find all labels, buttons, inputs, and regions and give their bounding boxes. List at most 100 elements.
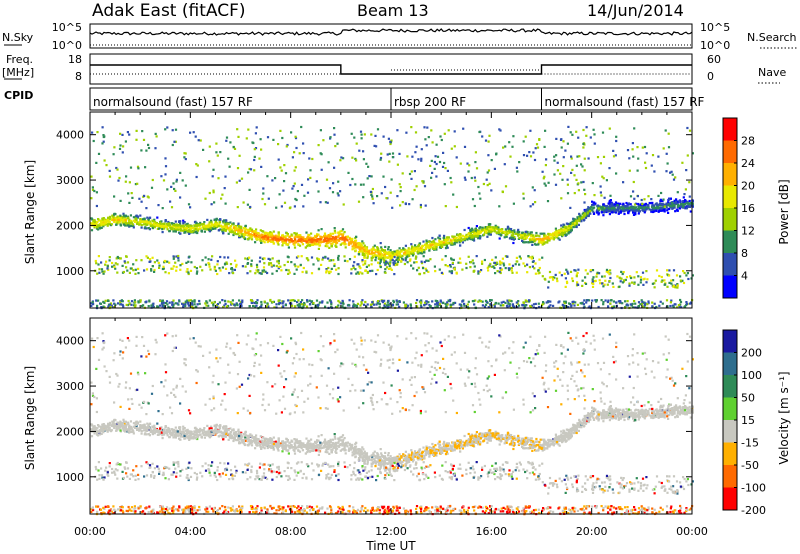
power-scatter-point: [378, 253, 381, 256]
power-scatter-point: [108, 259, 111, 262]
power-scatter-point: [583, 299, 586, 302]
power-scatter-point: [594, 279, 597, 282]
power-scatter-point: [118, 147, 122, 150]
power-scatter-point: [429, 164, 432, 167]
power-scatter-point: [628, 282, 631, 285]
power-scatter-point: [118, 219, 121, 222]
power-scatter-point: [506, 255, 509, 258]
power-scatter-point: [332, 240, 335, 243]
power-scatter-point: [479, 231, 482, 234]
power-scatter-point: [287, 269, 290, 272]
power-scatter-point: [534, 147, 537, 150]
power-scatter-point: [652, 206, 655, 209]
power-scatter-point: [522, 262, 525, 265]
power-scatter-point: [147, 227, 150, 230]
power-scatter-point: [417, 247, 420, 251]
power-scatter-point: [145, 149, 148, 152]
power-scatter-point: [555, 231, 558, 234]
power-scatter-point: [577, 283, 580, 286]
power-scatter-point: [381, 301, 384, 304]
power-scatter-point: [343, 239, 346, 242]
power-scatter-point: [500, 230, 504, 233]
power-scatter-point: [246, 231, 249, 234]
power-scatter-point: [576, 217, 579, 220]
power-scatter-point: [255, 231, 258, 234]
power-scatter-point: [244, 232, 247, 235]
power-scatter-point: [405, 131, 408, 134]
power-scatter-point: [408, 172, 412, 176]
power-scatter-point: [232, 272, 235, 275]
power-scatter-point: [672, 202, 675, 205]
power-scatter-point: [388, 251, 391, 254]
power-scatter-point: [290, 261, 293, 264]
power-scatter-point: [156, 216, 159, 219]
power-scatter-point: [207, 261, 210, 265]
power-scatter-point: [615, 139, 618, 143]
power-scatter-point: [285, 232, 288, 235]
power-scatter-point: [421, 244, 424, 247]
power-scatter-point: [189, 230, 192, 233]
power-scatter-point: [117, 217, 120, 220]
power-scatter-point: [662, 147, 665, 150]
power-scatter-point: [102, 140, 105, 143]
power-scatter-point: [301, 243, 304, 246]
power-scatter-point: [609, 302, 612, 305]
power-scatter-point: [568, 225, 571, 228]
power-scatter-point: [208, 160, 211, 163]
power-scatter-point: [477, 185, 480, 189]
power-scatter-point: [293, 243, 296, 247]
power-scatter-point: [663, 208, 666, 212]
power-scatter-point: [324, 235, 327, 238]
power-scatter-point: [605, 206, 608, 209]
power-scatter-point: [501, 228, 504, 231]
power-scatter-point: [318, 238, 321, 241]
freq-panel: [89, 53, 693, 85]
power-scatter-point: [451, 242, 454, 245]
power-scatter-point: [477, 270, 480, 273]
power-scatter-point: [229, 263, 233, 266]
power-scatter-point: [372, 255, 375, 259]
power-scatter-point: [162, 304, 165, 307]
power-scatter-point: [233, 232, 236, 235]
power-scatter-point: [341, 228, 345, 231]
power-scatter-point: [143, 223, 146, 226]
power-scatter-point: [129, 166, 133, 169]
power-scatter-point: [682, 203, 685, 206]
power-scatter-point: [147, 221, 150, 224]
power-scatter-point: [498, 128, 501, 131]
power-scatter-point: [149, 260, 152, 263]
power-scatter-point: [641, 271, 645, 274]
power-scatter-point: [665, 299, 669, 302]
power-scatter-point: [251, 230, 254, 233]
power-scatter-point: [389, 142, 392, 146]
power-scatter-point: [370, 251, 374, 254]
power-scatter-point: [556, 169, 559, 172]
power-scatter-point: [385, 251, 388, 254]
power-scatter-point: [616, 204, 619, 207]
power-scatter-point: [324, 244, 327, 248]
power-scatter-point: [611, 204, 614, 207]
power-scatter-point: [414, 257, 417, 260]
power-scatter-point: [300, 255, 303, 258]
power-scatter-point: [410, 177, 413, 180]
power-scatter-point: [474, 179, 477, 182]
power-scatter-point: [379, 242, 382, 245]
power-scatter-point: [179, 171, 182, 174]
power-scatter-point: [654, 279, 657, 282]
power-scatter-point: [421, 252, 424, 255]
power-scatter-point: [611, 209, 614, 212]
power-panel-scatter: [90, 125, 694, 310]
power-scatter-point: [260, 272, 263, 275]
power-scatter-point: [274, 177, 277, 180]
power-scatter-point: [383, 302, 387, 305]
power-scatter-point: [425, 144, 428, 147]
power-scatter-point: [667, 146, 671, 149]
power-scatter-point: [366, 256, 369, 260]
power-scatter-point: [356, 302, 360, 305]
power-scatter-point: [282, 305, 285, 308]
power-scatter-point: [475, 225, 478, 228]
power-scatter-point: [320, 153, 323, 156]
power-scatter-point: [156, 227, 159, 230]
power-scatter-point: [165, 300, 169, 303]
power-scatter-point: [520, 234, 523, 237]
